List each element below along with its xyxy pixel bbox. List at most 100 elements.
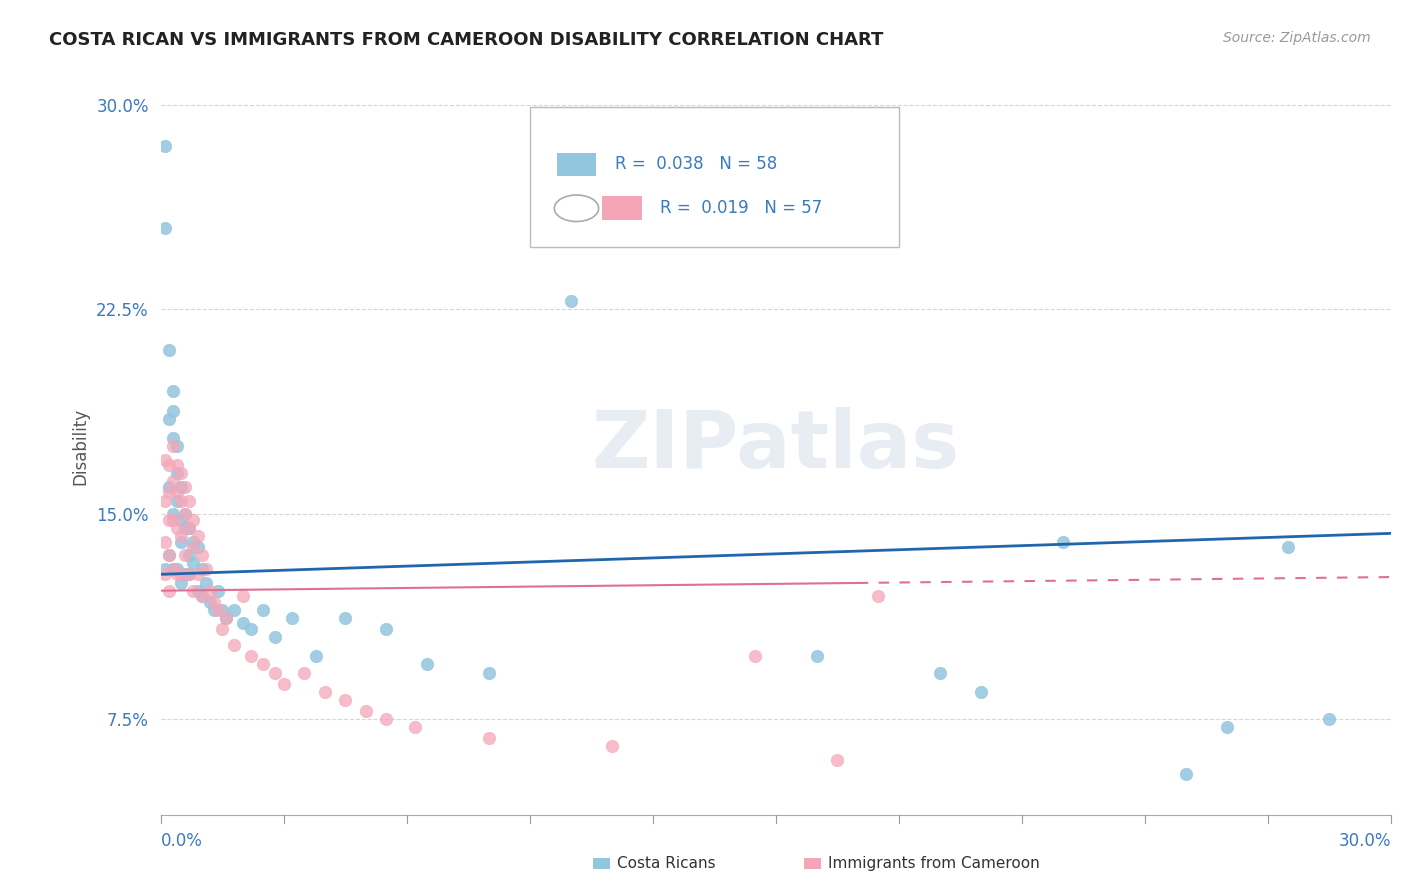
Point <box>404 720 426 734</box>
Point <box>198 594 221 608</box>
Point <box>157 480 180 494</box>
Text: R =  0.019   N = 57: R = 0.019 N = 57 <box>661 199 823 218</box>
Text: 30.0%: 30.0% <box>1339 831 1391 850</box>
Point <box>478 665 501 680</box>
Point <box>264 665 287 680</box>
Point <box>157 548 180 562</box>
Point <box>190 589 212 603</box>
Point <box>207 583 229 598</box>
Point <box>194 562 217 576</box>
Point <box>215 611 238 625</box>
Point <box>190 562 212 576</box>
Point <box>166 485 188 500</box>
Point <box>970 684 993 698</box>
Point <box>186 583 208 598</box>
FancyBboxPatch shape <box>557 153 596 177</box>
Point <box>166 567 188 582</box>
Point <box>174 508 197 522</box>
Point <box>157 485 180 500</box>
Point <box>375 622 398 636</box>
Point <box>166 458 188 472</box>
Point <box>239 649 262 664</box>
Point <box>224 638 246 652</box>
Point <box>162 439 184 453</box>
Point <box>186 529 208 543</box>
Point <box>170 534 193 549</box>
Point <box>375 712 398 726</box>
Point <box>174 508 197 522</box>
Point <box>314 684 336 698</box>
Point <box>215 611 238 625</box>
Point <box>166 439 188 453</box>
Point <box>252 603 274 617</box>
Point <box>202 603 225 617</box>
Point <box>153 562 176 576</box>
Point <box>224 603 246 617</box>
Point <box>157 343 180 358</box>
Point <box>170 575 193 590</box>
Point <box>183 557 205 571</box>
Point <box>179 567 201 582</box>
Point <box>333 611 356 625</box>
Point <box>186 567 208 582</box>
Point <box>273 676 295 690</box>
Point <box>1216 720 1239 734</box>
Point <box>174 567 197 582</box>
Point <box>162 431 184 445</box>
Point <box>239 622 262 636</box>
Point <box>166 493 188 508</box>
Point <box>211 603 233 617</box>
Point <box>1319 712 1341 726</box>
Point <box>252 657 274 672</box>
Point <box>744 649 766 664</box>
Point <box>166 521 188 535</box>
Point <box>166 467 188 481</box>
Point <box>1277 540 1299 554</box>
Point <box>179 493 201 508</box>
Point <box>354 704 377 718</box>
Point <box>157 513 180 527</box>
Point <box>170 480 193 494</box>
Point <box>162 508 184 522</box>
Point <box>211 622 233 636</box>
Point <box>174 480 197 494</box>
Point <box>157 458 180 472</box>
Point <box>162 384 184 399</box>
Point <box>170 529 193 543</box>
Point <box>305 649 328 664</box>
Point <box>153 220 176 235</box>
Point <box>183 583 205 598</box>
Point <box>232 589 254 603</box>
Point <box>179 548 201 562</box>
Text: R =  0.038   N = 58: R = 0.038 N = 58 <box>614 155 778 173</box>
Point <box>183 540 205 554</box>
Point <box>333 693 356 707</box>
Point <box>1174 766 1197 780</box>
Point <box>170 467 193 481</box>
Text: Source: ZipAtlas.com: Source: ZipAtlas.com <box>1223 31 1371 45</box>
Point <box>232 616 254 631</box>
Point <box>170 513 193 527</box>
Point <box>166 562 188 576</box>
Point <box>478 731 501 745</box>
Point <box>207 603 229 617</box>
Point <box>194 575 217 590</box>
FancyBboxPatch shape <box>602 196 641 220</box>
Text: Immigrants from Cameroon: Immigrants from Cameroon <box>828 856 1039 871</box>
Point <box>157 411 180 425</box>
Point <box>190 548 212 562</box>
Point <box>868 589 890 603</box>
Circle shape <box>554 195 599 221</box>
Point <box>157 583 180 598</box>
Y-axis label: Disability: Disability <box>72 408 89 484</box>
Point <box>928 665 950 680</box>
Point <box>292 665 315 680</box>
Point <box>153 534 176 549</box>
Point <box>560 294 582 309</box>
Point <box>153 452 176 467</box>
Point <box>179 521 201 535</box>
Point <box>179 521 201 535</box>
Point <box>153 138 176 153</box>
Point <box>264 630 287 644</box>
FancyBboxPatch shape <box>530 107 898 247</box>
